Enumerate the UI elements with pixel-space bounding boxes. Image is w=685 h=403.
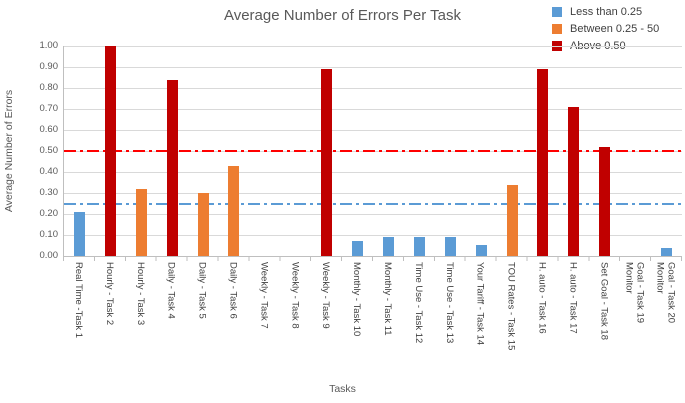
gridline xyxy=(64,235,682,236)
gridline xyxy=(64,172,682,173)
legend-label: Less than 0.25 xyxy=(570,5,643,18)
reference-line-0.5 xyxy=(64,150,682,152)
legend: Less than 0.25 Between 0.25 - 50 Above 0… xyxy=(552,3,659,54)
x-category-label: Set Goal - Task 18 xyxy=(598,262,610,340)
y-tick-label: 1.00 xyxy=(39,40,59,51)
bar xyxy=(135,189,147,256)
y-tick-label: 0.40 xyxy=(39,166,59,177)
x-category-label: Monthly - Task 10 xyxy=(351,262,363,337)
x-category-label: Real Time -Task 1 xyxy=(73,262,84,339)
x-category-label: Weekly - Task 7 xyxy=(258,262,270,329)
x-category-label: Monitor Goal - Task 20 xyxy=(654,262,677,324)
y-tick-label: 0.10 xyxy=(39,229,59,240)
bar xyxy=(444,237,456,256)
bar xyxy=(166,80,178,256)
gridline xyxy=(64,88,682,89)
x-category-label: Hourly - Task 2 xyxy=(103,262,115,326)
bar xyxy=(382,237,394,256)
bar xyxy=(475,245,487,256)
legend-item-above: Above 0.50 xyxy=(552,37,659,54)
bar xyxy=(506,185,518,256)
y-tick-label: 0.70 xyxy=(39,103,59,114)
x-category-label: H. auto - Task 16 xyxy=(536,262,548,334)
y-axis-title: Average Number of Errors xyxy=(3,89,15,213)
y-tick-label: 0.80 xyxy=(39,82,59,93)
y-tick-label: 0.00 xyxy=(39,250,59,261)
gridline xyxy=(64,109,682,110)
x-category-label: Time Use - Task 12 xyxy=(412,262,424,344)
legend-item-between: Between 0.25 - 50 xyxy=(552,20,659,37)
x-category-label: Daily - Task 4 xyxy=(165,262,177,319)
y-tick-label: 0.60 xyxy=(39,124,59,135)
legend-item-less-than: Less than 0.25 xyxy=(552,3,659,20)
legend-label: Between 0.25 - 50 xyxy=(570,22,660,35)
gridline xyxy=(64,67,682,68)
x-category-label: Weekly - Task 9 xyxy=(320,262,332,329)
legend-swatch-blue-icon xyxy=(552,6,562,17)
bar xyxy=(73,212,85,256)
bar xyxy=(352,241,364,256)
gridline xyxy=(64,214,682,215)
plot-area xyxy=(63,46,682,257)
bar xyxy=(599,147,611,256)
y-tick-label: 0.30 xyxy=(39,187,59,198)
x-category-label: H. auto - Task 17 xyxy=(567,262,579,334)
x-category-label: Time Use - Task 13 xyxy=(443,262,455,344)
bar xyxy=(197,193,209,256)
x-axis-tick-marks xyxy=(63,257,682,261)
legend-swatch-orange-icon xyxy=(552,23,562,34)
legend-swatch-red-icon xyxy=(552,40,562,51)
x-category-label: Weekly - Task 8 xyxy=(289,262,301,329)
y-tick-label: 0.20 xyxy=(39,208,59,219)
chart-title: Average Number of Errors Per Task xyxy=(223,7,462,24)
bar xyxy=(413,237,425,256)
bar xyxy=(104,46,116,256)
gridline xyxy=(64,130,682,131)
x-category-label: Hourly - Task 3 xyxy=(134,262,146,326)
bar xyxy=(537,69,549,256)
bar xyxy=(321,69,333,256)
x-category-label: Daily - Task 5 xyxy=(196,262,208,319)
reference-line-0.25 xyxy=(64,202,682,205)
x-category-label: Monthly - Task 11 xyxy=(382,262,393,336)
gridline xyxy=(64,193,682,194)
bar xyxy=(661,248,673,256)
x-category-label: TOU Rates - Task 15 xyxy=(505,262,517,351)
x-axis-labels: Real Time -Task 1 Hourly - Task 2 Hourly -… xyxy=(63,262,681,382)
bar xyxy=(228,166,240,256)
bar xyxy=(568,107,580,256)
y-tick-label: 0.90 xyxy=(39,61,59,72)
x-category-label: Monitor Goal - Task 19 xyxy=(623,262,646,324)
y-tick-label: 0.50 xyxy=(39,145,59,156)
gridline xyxy=(64,46,682,47)
x-category-label: Your Tariff - Task 14 xyxy=(474,262,486,346)
x-category-label: Daily - Task 6 xyxy=(227,262,239,319)
legend-label: Above 0.50 xyxy=(570,39,626,52)
x-axis-title: Tasks xyxy=(329,383,356,395)
